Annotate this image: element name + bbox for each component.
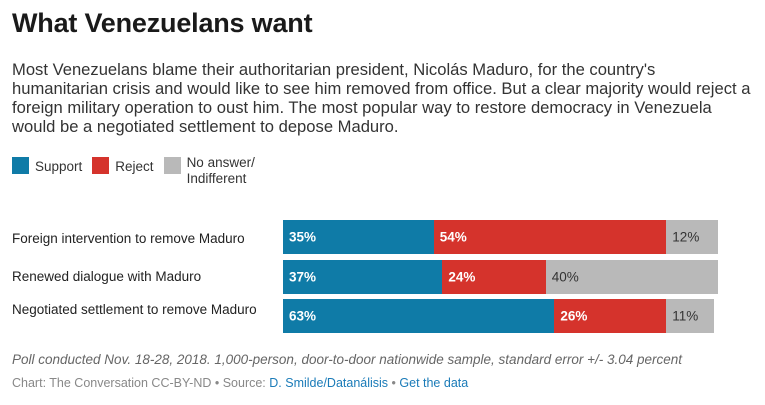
category-label: Renewed dialogue with Maduro bbox=[12, 269, 202, 284]
bar-row: Foreign intervention to remove Maduro 35%… bbox=[0, 220, 765, 254]
legend-item-support: Support bbox=[12, 155, 82, 175]
data-label: 54% bbox=[439, 229, 467, 245]
bar-segment-reject: 26% bbox=[554, 299, 667, 333]
bar-segment-no-answer: 40% bbox=[545, 260, 718, 294]
source-separator: • bbox=[388, 376, 400, 390]
chart-subtitle: Most Venezuelans blame their authoritari… bbox=[12, 60, 751, 136]
bar-segment-no-answer: 12% bbox=[666, 220, 718, 254]
chart-source: Chart: The Conversation CC-BY-ND • Sourc… bbox=[12, 376, 468, 390]
category-label: Foreign intervention to remove Maduro bbox=[12, 231, 245, 246]
legend-swatch-reject bbox=[92, 157, 110, 174]
data-label: 35% bbox=[289, 229, 317, 245]
data-label: 12% bbox=[672, 229, 700, 245]
legend-label-support: Support bbox=[35, 159, 83, 174]
legend-swatch-support bbox=[12, 157, 29, 174]
category-label: Negotiated settlement to remove Maduro bbox=[12, 302, 257, 317]
legend-label-reject: Reject bbox=[115, 159, 154, 174]
bar-segment-support: 37% bbox=[283, 260, 443, 294]
bar-segment-support: 35% bbox=[283, 220, 434, 254]
get-data-link[interactable]: Get the data bbox=[399, 376, 469, 390]
legend-label-no-answer: No answer/ Indifferent bbox=[187, 155, 255, 187]
bar-segment-no-answer: 11% bbox=[666, 299, 714, 333]
stacked-bar: 37% 24% 40% bbox=[283, 260, 718, 294]
data-label: 63% bbox=[289, 308, 317, 324]
stacked-bar: 63% 26% 11% bbox=[283, 299, 714, 333]
bar-row: Negotiated settlement to remove Maduro 63… bbox=[0, 299, 765, 333]
legend-item-no-answer: No answer/ Indifferent bbox=[163, 155, 255, 187]
data-label: 40% bbox=[551, 269, 579, 285]
data-label: 26% bbox=[560, 308, 588, 324]
legend-item-reject: Reject bbox=[92, 155, 154, 175]
legend-swatch-no-answer bbox=[163, 157, 181, 174]
bar-segment-reject: 24% bbox=[442, 260, 546, 294]
bar-row: Renewed dialogue with Maduro 37% 24% 40% bbox=[0, 260, 765, 294]
data-label: 24% bbox=[448, 269, 476, 285]
stacked-bar-chart: Foreign intervention to remove Maduro 35%… bbox=[0, 214, 765, 338]
chart-note: Poll conducted Nov. 18-28, 2018. 1,000-p… bbox=[12, 352, 683, 367]
legend-label-no-answer-line-1: No answer/ bbox=[186, 155, 255, 170]
stacked-bar: 35% 54% 12% bbox=[283, 220, 718, 254]
data-label: 37% bbox=[289, 269, 317, 285]
source-prefix: Chart: The Conversation CC-BY-ND • Sourc… bbox=[12, 376, 270, 390]
data-label: 11% bbox=[672, 308, 699, 324]
bar-segment-reject: 54% bbox=[433, 220, 667, 254]
legend-label-no-answer-line-2: Indifferent bbox=[186, 171, 247, 186]
bar-segment-support: 63% bbox=[283, 299, 555, 333]
chart-title: What Venezuelans want bbox=[12, 8, 313, 38]
legend: Support Reject No answer/ Indifferent bbox=[12, 155, 265, 187]
source-link[interactable]: D. Smilde/Datanálisis bbox=[269, 376, 389, 390]
